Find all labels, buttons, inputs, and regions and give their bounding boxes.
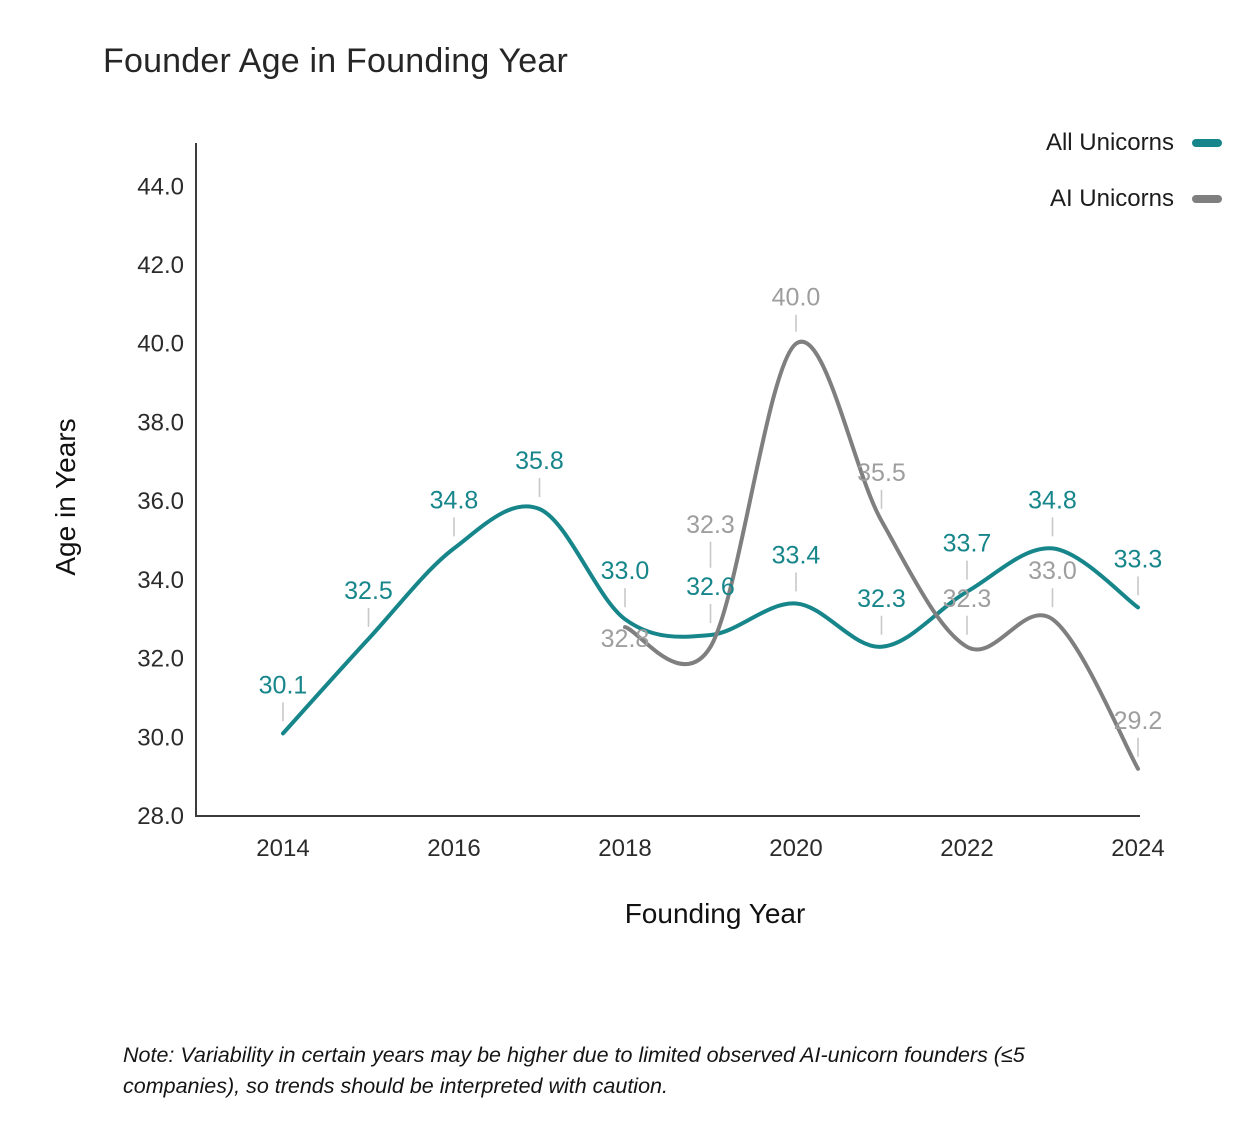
data-point-label: 35.5	[857, 459, 906, 487]
x-tick-label: 2016	[427, 835, 480, 862]
data-point-label: 33.7	[943, 530, 992, 558]
data-point-label: 32.8	[601, 625, 650, 653]
legend: All Unicorns AI Unicorns	[1046, 129, 1222, 213]
legend-swatch-all-unicorns	[1192, 139, 1222, 147]
data-point-label: 33.3	[1114, 545, 1163, 573]
y-tick-label: 42.0	[137, 252, 184, 279]
data-point-label: 34.8	[430, 486, 479, 514]
data-point-label: 33.0	[1028, 557, 1077, 585]
y-tick-label: 34.0	[137, 567, 184, 594]
legend-swatch-ai-unicorns	[1192, 195, 1222, 203]
x-tick-label: 2018	[598, 835, 651, 862]
data-point-label: 32.3	[686, 511, 735, 539]
footnote: Note: Variability in certain years may b…	[123, 1043, 1025, 1098]
legend-item-all-unicorns: All Unicorns	[1046, 129, 1222, 157]
x-axis-label: Founding Year	[624, 898, 806, 929]
series-line-0	[281, 504, 1140, 736]
data-point-label: 32.3	[857, 585, 906, 613]
y-tick-label: 44.0	[137, 173, 184, 200]
y-tick-label: 30.0	[137, 724, 184, 751]
x-tick-label: 2024	[1111, 835, 1164, 862]
y-tick-label: 28.0	[137, 803, 184, 830]
y-tick-label: 36.0	[137, 488, 184, 515]
y-tick-label: 38.0	[137, 409, 184, 436]
data-point-label: 32.3	[943, 585, 992, 613]
data-point-label: 33.0	[601, 557, 650, 585]
data-point-label: 34.8	[1028, 486, 1077, 514]
y-tick-label: 32.0	[137, 646, 184, 673]
x-tick-label: 2014	[256, 835, 309, 862]
data-point-label: 30.1	[259, 671, 308, 699]
data-point-label: 33.4	[772, 541, 821, 569]
legend-label-all-unicorns: All Unicorns	[1045, 129, 1174, 156]
series-line-1	[623, 339, 1140, 771]
data-point-label: 35.8	[515, 447, 564, 475]
legend-item-ai-unicorns: AI Unicorns	[1046, 185, 1222, 213]
data-point-label: 32.6	[686, 573, 735, 601]
data-point-label: 29.2	[1114, 707, 1163, 735]
y-axis-label: Age in Years	[50, 418, 81, 576]
data-point-label: 40.0	[772, 284, 821, 312]
x-tick-label: 2022	[940, 835, 993, 862]
y-tick-label: 40.0	[137, 331, 184, 358]
chart-title: Founder Age in Founding Year	[103, 42, 568, 80]
x-tick-label: 2020	[769, 835, 822, 862]
legend-label-ai-unicorns: AI Unicorns	[1049, 185, 1174, 212]
data-point-label: 32.5	[344, 577, 393, 605]
